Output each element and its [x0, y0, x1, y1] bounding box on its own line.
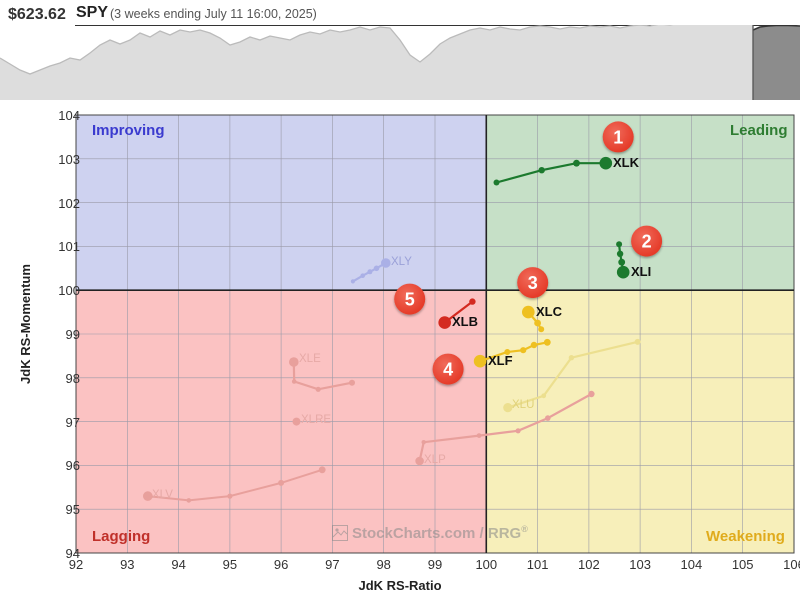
svg-text:1: 1 — [613, 127, 623, 147]
svg-text:4: 4 — [443, 360, 453, 380]
svg-text:3: 3 — [528, 273, 538, 293]
svg-text:2: 2 — [642, 232, 652, 252]
svg-text:5: 5 — [405, 290, 415, 310]
